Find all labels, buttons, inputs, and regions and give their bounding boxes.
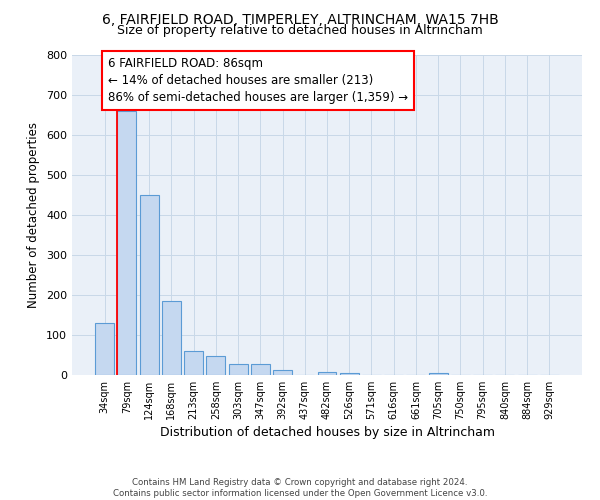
Bar — [140, 195, 158, 375]
Bar — [317, 372, 337, 375]
Text: 6, FAIRFIELD ROAD, TIMPERLEY, ALTRINCHAM, WA15 7HB: 6, FAIRFIELD ROAD, TIMPERLEY, ALTRINCHAM… — [101, 12, 499, 26]
Bar — [229, 364, 248, 375]
Bar — [251, 364, 270, 375]
Bar — [118, 111, 136, 375]
Y-axis label: Number of detached properties: Number of detached properties — [28, 122, 40, 308]
Text: Size of property relative to detached houses in Altrincham: Size of property relative to detached ho… — [117, 24, 483, 37]
Bar — [340, 373, 359, 375]
Bar — [95, 323, 114, 375]
Bar — [184, 351, 203, 375]
Text: 6 FAIRFIELD ROAD: 86sqm
← 14% of detached houses are smaller (213)
86% of semi-d: 6 FAIRFIELD ROAD: 86sqm ← 14% of detache… — [107, 57, 407, 104]
Bar — [429, 373, 448, 375]
Bar — [206, 356, 225, 375]
X-axis label: Distribution of detached houses by size in Altrincham: Distribution of detached houses by size … — [160, 426, 494, 439]
Bar — [273, 370, 292, 375]
Bar — [162, 301, 181, 375]
Text: Contains HM Land Registry data © Crown copyright and database right 2024.
Contai: Contains HM Land Registry data © Crown c… — [113, 478, 487, 498]
